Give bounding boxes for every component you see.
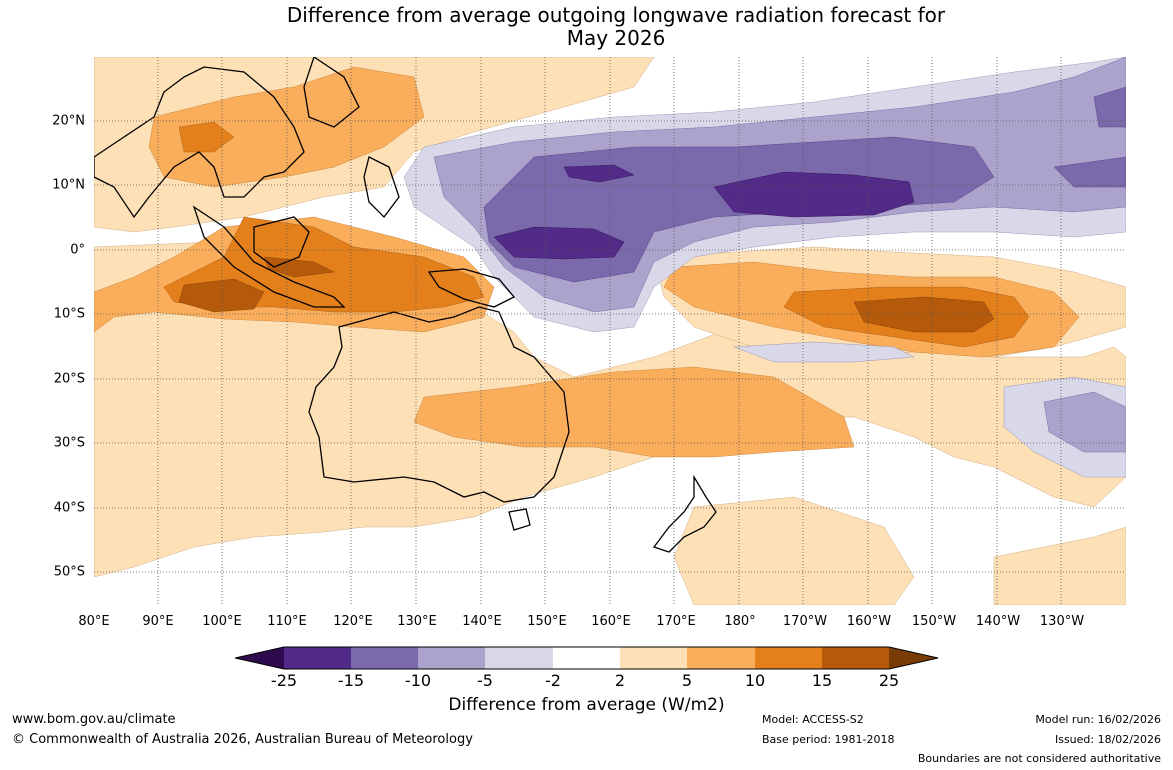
base-period: Base period: 1981-2018 [762, 733, 895, 746]
philippines-coastline [363, 156, 400, 218]
china-coastline [303, 57, 360, 128]
colorbar-outline [234, 646, 939, 670]
colorbar-tick-minus10: -10 [404, 671, 432, 690]
title-line-1: Difference from average outgoing longwav… [286, 3, 946, 27]
colorbar-swatch-5-to-10 [687, 647, 755, 669]
lon-label-170w: 170°W [782, 614, 828, 629]
colorbar-swatch-minus2-to-2 [553, 647, 620, 669]
lon-label-180: 180° [724, 614, 756, 629]
lon-label-100e: 100°E [202, 614, 242, 629]
australia-coastline [308, 306, 570, 503]
lat-label-10s: 10°S [53, 306, 85, 322]
colorbar-swatch-2-to-5 [620, 647, 687, 669]
colorbar-tick-minus2: -2 [545, 671, 561, 690]
colorbar-tick-minus15: -15 [337, 671, 365, 690]
lon-label-90e: 90°E [142, 614, 174, 629]
lon-label-110e: 110°E [267, 614, 307, 629]
map-canvas [94, 57, 1126, 605]
boundaries-disclaimer: Boundaries are not considered authoritat… [917, 752, 1161, 765]
lat-label-40s: 40°S [53, 500, 85, 516]
colorbar-swatch-minus25-to-minus15 [284, 647, 351, 669]
anomaly-minus15-to-minus25-regions [493, 164, 915, 260]
lon-label-160w: 160°W [846, 614, 892, 629]
anomaly-15-to-25-regions [178, 256, 995, 333]
lon-label-140e: 140°E [462, 614, 502, 629]
lon-label-170e: 170°E [656, 614, 696, 629]
colorbar-tick-25: 25 [878, 671, 900, 690]
title-line-2: May 2026 [566, 26, 666, 50]
colorbar-tick-15: 15 [811, 671, 833, 690]
lon-label-80e: 80°E [78, 614, 110, 629]
borneo-coastline [253, 216, 310, 268]
colorbar-tick-minus5: -5 [477, 671, 493, 690]
lat-label-10n: 10°N [52, 177, 85, 193]
colorbar-swatch-10-to-15 [755, 647, 822, 669]
colorbar-swatch-minus5-to-minus2 [485, 647, 553, 669]
website-link[interactable]: www.bom.gov.au/climate [12, 712, 176, 727]
lon-label-130e: 130°E [397, 614, 437, 629]
model-run-date: Model run: 16/02/2026 [1035, 713, 1161, 726]
lon-label-140w: 140°W [975, 614, 1021, 629]
new-guinea-coastline [427, 268, 516, 308]
lat-label-equator: 0° [70, 242, 85, 258]
new-zealand-coastline [652, 474, 717, 553]
lon-label-130w: 130°W [1039, 614, 1085, 629]
colorbar-graphic [234, 646, 939, 670]
colorbar-tick-5: 5 [681, 671, 693, 690]
lon-label-120e: 120°E [333, 614, 373, 629]
colorbar-tick-10: 10 [744, 671, 766, 690]
lon-label-150w: 150°W [911, 614, 957, 629]
tasmania-coastline [508, 508, 531, 531]
lat-label-20n: 20°N [52, 113, 85, 129]
colorbar [234, 646, 939, 676]
lon-label-160e: 160°E [591, 614, 631, 629]
olr-anomaly-map [94, 57, 1126, 605]
copyright-text: © Commonwealth of Australia 2026, Austra… [12, 732, 473, 747]
issued-date: Issued: 18/02/2026 [1054, 733, 1161, 746]
colorbar-swatch-below-minus25 [235, 647, 284, 669]
colorbar-swatch-minus10-to-minus5 [418, 647, 485, 669]
colorbar-swatch-minus15-to-minus10 [351, 647, 418, 669]
asia-coastline [94, 66, 305, 219]
graticule [94, 57, 1126, 605]
map-title: Difference from average outgoing longwav… [0, 4, 1173, 50]
colorbar-label: Difference from average (W/m2) [448, 695, 725, 715]
lon-label-150e: 150°E [527, 614, 567, 629]
colorbar-tick-minus25: -25 [270, 671, 298, 690]
model-name: Model: ACCESS-S2 [762, 713, 864, 726]
colorbar-tick-2: 2 [614, 671, 626, 690]
lat-label-30s: 30°S [53, 435, 85, 451]
colorbar-swatch-15-to-25 [822, 647, 889, 669]
lat-label-20s: 20°S [53, 371, 85, 387]
colorbar-swatch-above-25 [889, 647, 938, 669]
lat-label-50s: 50°S [53, 564, 85, 580]
